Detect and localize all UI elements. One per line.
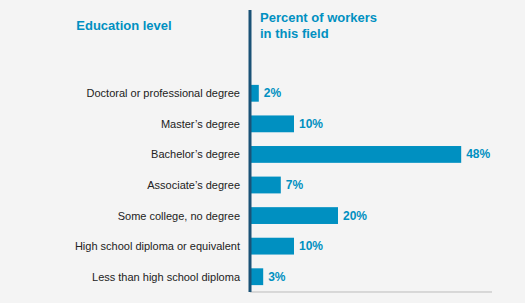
category-label: Master’s degree	[161, 118, 240, 130]
category-label: Bachelor’s degree	[151, 148, 240, 160]
divider-line	[249, 10, 252, 292]
category-label: High school diploma or equivalent	[75, 240, 240, 252]
data-label: 2%	[264, 86, 282, 100]
x-axis-line	[250, 292, 492, 293]
x-axis-label-line: in this field	[260, 26, 329, 41]
page: {"chart_data": {"type": "bar", "orientat…	[0, 0, 525, 303]
data-label: 7%	[286, 178, 304, 192]
x-axis-label: Percent of workersin this field	[260, 10, 377, 41]
bar	[250, 268, 263, 285]
data-label: 20%	[343, 209, 367, 223]
bar	[250, 177, 281, 194]
data-label: 3%	[268, 270, 286, 284]
x-axis-label-line: Percent of workers	[260, 10, 377, 25]
chart-svg: Education level Percent of workersin this…	[0, 0, 525, 303]
chart-container: Education level Percent of workersin this…	[0, 0, 525, 303]
category-label: Some college, no degree	[118, 210, 240, 222]
bar	[250, 115, 294, 132]
category-label: Associate’s degree	[147, 179, 240, 191]
y-axis-label: Education level	[76, 18, 171, 33]
bars	[250, 85, 461, 285]
bar	[250, 238, 294, 255]
bar	[250, 207, 338, 224]
category-label: Less than high school diploma	[92, 271, 241, 283]
data-label: 48%	[466, 147, 490, 161]
data-label: 10%	[299, 239, 323, 253]
bar	[250, 146, 461, 163]
data-label: 10%	[299, 117, 323, 131]
category-label: Doctoral or professional degree	[87, 87, 240, 99]
